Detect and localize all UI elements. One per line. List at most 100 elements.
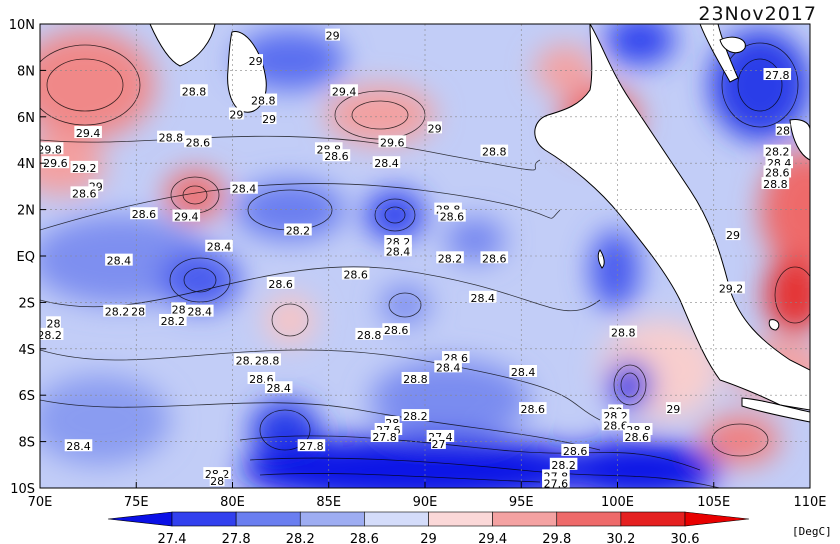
contour-label: 28.6 (482, 252, 507, 265)
contour-label: 28.2 (765, 146, 790, 159)
contour-label-bg (480, 251, 509, 264)
contour-label-bg (248, 54, 263, 67)
contour-label-bg (763, 165, 792, 178)
contour-label-bg (172, 209, 201, 222)
contour-label: 28 (210, 475, 224, 488)
contour-label: 28.8 (763, 178, 788, 191)
contour-label-bg (370, 429, 399, 442)
contour-label: 28.6 (268, 278, 293, 291)
contour-label-bg (549, 457, 578, 470)
contour-label-bg (725, 228, 741, 241)
contour-label-bg (761, 177, 790, 190)
contour-label: 28.8 (482, 146, 507, 159)
java-landmass (741, 397, 810, 423)
contour-label: 28.6 (186, 136, 211, 149)
contour-label-bg (438, 209, 466, 222)
colorbar-segment (171, 511, 237, 527)
lat-tick-label: 2N (17, 204, 35, 219)
contour-label-bg (228, 107, 244, 120)
island-small-1 (719, 36, 746, 54)
contour-label: 28.6 (343, 269, 368, 282)
island-small-2 (597, 249, 605, 269)
contour-label: 28.8 (403, 373, 428, 386)
lon-tick-label: 105E (697, 495, 730, 510)
contour-label: 28.6 (625, 431, 650, 444)
contour-label: 28.4 (66, 440, 91, 453)
contour-label-bg (601, 409, 630, 422)
contour-label: 29 (326, 30, 340, 43)
contour-label: 28.4 (511, 366, 536, 379)
colorbar-segment (299, 511, 365, 527)
lon-tick-label: 110E (793, 495, 826, 510)
malay-peninsula-landmass (699, 24, 739, 83)
lon-tick-label: 95E (509, 495, 534, 510)
contour-label-bg (171, 302, 186, 315)
contour-label: 29 (262, 113, 276, 126)
island-small-3 (768, 319, 780, 331)
contour-label-bg (384, 235, 412, 248)
contour-label-bg (159, 313, 187, 326)
contour-label-bg (434, 360, 462, 373)
contour-label-bg (70, 186, 99, 199)
lon-tick-label: 90E (413, 495, 438, 510)
lon-tick-label: 100E (601, 495, 634, 510)
contour-label: 28.6 (765, 166, 790, 179)
contour-label-bg (601, 418, 630, 431)
contour-label-bg (378, 135, 407, 148)
contour-label: 28.4 (207, 241, 232, 254)
contour-label: 27.6 (544, 477, 569, 490)
contour-label-bg (322, 149, 351, 162)
colorbar-tick-label: 29.8 (542, 532, 571, 544)
contour-label: 28 (776, 125, 790, 138)
contour-label-bg (46, 316, 61, 329)
contour-label-bg (180, 84, 208, 97)
longitude-axis: 70E 75E 80E 85E 90E 95E 100E 105E 110E (28, 482, 827, 510)
contour-label-bg (665, 402, 681, 415)
lat-tick-label: 4N (17, 157, 35, 172)
contour-label-bg (297, 439, 326, 452)
lon-tick-label: 70E (28, 495, 53, 510)
colorbar-tick-label: 29.4 (478, 532, 507, 544)
contour-label-bg (184, 135, 212, 148)
contour-label: 28.2 (438, 252, 463, 265)
lat-tick-label: 10N (9, 18, 35, 33)
contour-label-bg (519, 402, 547, 415)
contour-label: 27.8 (372, 431, 397, 444)
contour-label: 28 (131, 306, 145, 319)
contour-label-bg (105, 253, 133, 266)
contour-label: 28.6 (384, 324, 409, 337)
contour-label: 28.4 (471, 292, 496, 305)
lat-tick-label: EQ (17, 250, 35, 265)
contour-label: 28.4 (107, 255, 132, 268)
contour-label-bg (103, 304, 131, 317)
contour-label: 28.2 (161, 315, 186, 328)
lon-tick-label: 85E (316, 495, 341, 510)
contour-label: 28.8 (159, 132, 184, 145)
contour-label-bg (561, 443, 589, 456)
contour-label-bg (40, 327, 64, 340)
contour-label: 29 (428, 122, 442, 135)
contour-label-bg (261, 112, 277, 125)
colorbar-low-arrow (107, 511, 173, 527)
contour-label: 29 (666, 403, 680, 416)
contour-label: 28.8 (357, 329, 382, 342)
borneo-landmass (789, 119, 810, 161)
contour-label: 28.4 (374, 157, 399, 170)
colorbar-tick-label: 30.2 (606, 532, 635, 544)
contour-label-bg (442, 351, 470, 364)
contour-label: 28.4 (266, 382, 291, 395)
contour-label-bg (763, 68, 792, 81)
contour-label: 28.4 (232, 183, 257, 196)
contour-label: 28.6 (132, 208, 157, 221)
colorbar-tick-label: 27.8 (222, 532, 251, 544)
contour-label-bg (330, 84, 358, 97)
contour-label-bg (382, 323, 410, 336)
contour-label: 28.2 (286, 224, 311, 237)
contour-label-bg (209, 474, 225, 487)
contour-label-bg (41, 156, 70, 169)
contour-label-layer: 2928.828.829292929.429.62928.828.628.428… (40, 28, 793, 490)
contour-label-bg (401, 409, 430, 422)
colorbar-segment (620, 511, 686, 527)
contour-label-bg (436, 251, 464, 264)
colorbar-tick-label: 30.6 (671, 532, 700, 544)
